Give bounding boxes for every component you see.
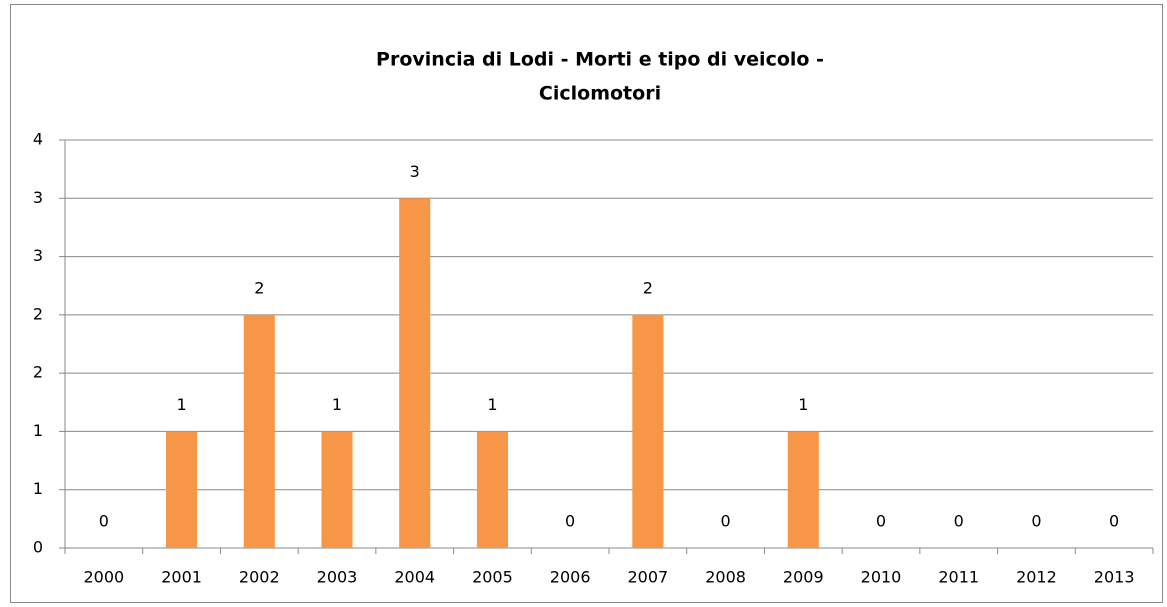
x-tick-label: 2007: [627, 568, 668, 587]
bar: [399, 198, 431, 549]
y-tick-label: 3: [33, 188, 43, 207]
data-label: 2: [254, 278, 264, 297]
x-tick-label: 2010: [861, 568, 902, 587]
data-label: 2: [643, 278, 653, 297]
data-label: 1: [176, 395, 186, 414]
data-label: 0: [565, 512, 575, 531]
x-tick-label: 2003: [317, 568, 358, 587]
chart-border: [10, 4, 1163, 603]
x-tick-label: 2006: [550, 568, 591, 587]
x-tick-label: 2000: [83, 568, 124, 587]
data-label: 0: [954, 512, 964, 531]
x-tick-label: 2001: [161, 568, 202, 587]
y-tick-label: 2: [33, 304, 43, 323]
y-tick-label: 4: [33, 130, 43, 149]
y-tick-label: 1: [33, 421, 43, 440]
data-label: 0: [1031, 512, 1041, 531]
data-label: 0: [1109, 512, 1119, 531]
bar: [476, 431, 508, 548]
bar: [787, 431, 819, 548]
x-tick-label: 2002: [239, 568, 280, 587]
chart-title: Provincia di Lodi - Morti e tipo di veic…: [376, 49, 824, 71]
data-label: 0: [720, 512, 730, 531]
x-tick-label: 2005: [472, 568, 513, 587]
y-tick-label: 3: [33, 246, 43, 265]
x-tick-label: 2009: [783, 568, 824, 587]
data-label: 0: [99, 512, 109, 531]
data-label: 1: [332, 395, 342, 414]
x-tick-label: 2013: [1094, 568, 1135, 587]
x-tick-label: 2012: [1016, 568, 1057, 587]
x-tick-label: 2008: [705, 568, 746, 587]
data-label: 1: [487, 395, 497, 414]
bar: [243, 314, 275, 548]
x-tick-label: 2004: [394, 568, 435, 587]
data-label: 0: [876, 512, 886, 531]
bar: [321, 431, 353, 548]
chart-title: Ciclomotori: [539, 83, 661, 105]
x-tick-label: 2011: [938, 568, 979, 587]
y-tick-label: 0: [33, 538, 43, 557]
y-tick-label: 2: [33, 363, 43, 382]
bar: [166, 431, 198, 548]
bar: [632, 314, 664, 548]
data-label: 1: [798, 395, 808, 414]
data-label: 3: [410, 162, 420, 181]
y-tick-label: 1: [33, 479, 43, 498]
